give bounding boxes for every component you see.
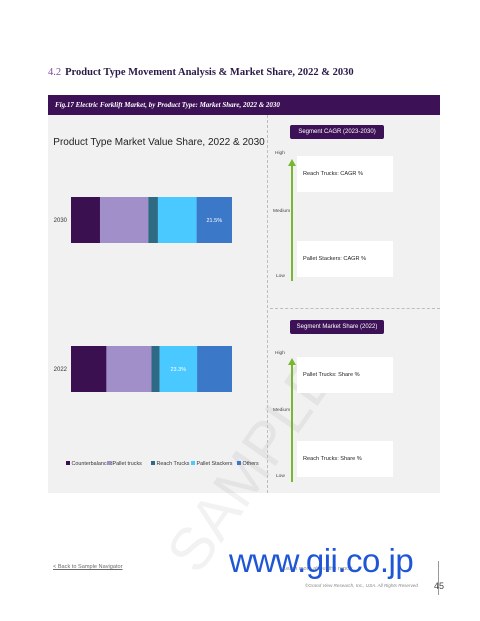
bar-2022-pallet-trucks — [106, 346, 152, 392]
cagr-panel-title: Segment CAGR (2023-2030) — [290, 125, 384, 139]
footer-note: Learn more about the report — [283, 566, 353, 572]
legend-label-pallet-trucks: Pallet trucks — [113, 461, 143, 467]
legend-label-others: Others — [243, 461, 259, 467]
cagr-level-high: High — [275, 151, 285, 156]
data-label-2022-pallet-stackers: 23.3% — [171, 367, 187, 373]
bar-2030-pallet-trucks — [99, 197, 149, 243]
bar-2022-pallet-stackers — [159, 346, 198, 392]
section-title: Product Type Movement Analysis & Market … — [65, 67, 354, 78]
back-to-sample-navigator-link[interactable]: < Back to Sample Navigator — [53, 564, 123, 570]
legend-swatch-others — [237, 461, 241, 465]
footer-divider — [438, 561, 439, 595]
legend-label-reach-trucks: Reach Trucks — [157, 461, 190, 467]
legend-label-pallet-stackers: Pallet Stackers — [197, 461, 233, 467]
bar-2022-reach-trucks — [151, 346, 160, 392]
legend-swatch-pallet-stackers — [191, 461, 195, 465]
bar-2022-others — [197, 346, 232, 392]
share-arrow-line — [291, 364, 293, 482]
page-number: 45 — [434, 581, 445, 591]
copyright-text: ©Grand View Research, Inc., USA. All Rig… — [305, 583, 418, 588]
legend-label-counterbalanced: Counterbalanced — [72, 461, 113, 467]
bar-2030-reach-trucks — [148, 197, 158, 243]
gii-watermark: www.gii.co.jp — [229, 542, 414, 579]
bar-2030-pallet-stackers — [157, 197, 197, 243]
figure-panel: SAMPLE Product Type Market Value Share, … — [48, 115, 440, 584]
share-item-high: Pallet Trucks: Share % — [297, 357, 393, 393]
legend-swatch-counterbalanced — [66, 461, 70, 465]
share-panel-title: Segment Market Share (2022) — [290, 320, 384, 334]
bar-2030-others — [196, 197, 232, 243]
category-label-2030: 2030 — [54, 218, 68, 224]
cagr-arrow-line — [291, 165, 293, 281]
legend-swatch-pallet-trucks — [107, 461, 111, 465]
section-heading: 4.2 Product Type Movement Analysis & Mark… — [48, 67, 354, 78]
bar-2022-counterbalanced — [71, 346, 107, 392]
panel-divider-horizontal — [270, 308, 440, 309]
panel-divider-vertical — [267, 115, 268, 493]
cagr-level-low: Low — [276, 274, 285, 279]
stacked-bar-chart: 2030 21.5%2022 23.3%Counterbalanced Pallet … — [54, 197, 259, 467]
share-level-medium: Medium — [273, 408, 291, 413]
cagr-item-high: Reach Trucks: CAGR % — [297, 156, 393, 192]
data-label-2030-others: 21.5% — [206, 218, 222, 224]
section-number: 4.2 — [48, 67, 62, 78]
legend-swatch-reach-trucks — [151, 461, 155, 465]
share-arrow-up-icon — [288, 358, 296, 365]
share-level-high: High — [275, 351, 285, 356]
share-level-low: Low — [276, 474, 285, 479]
cagr-arrow-up-icon — [288, 159, 296, 166]
chart-title: Product Type Market Value Share, 2022 & … — [53, 137, 265, 148]
bar-2030-counterbalanced — [71, 197, 100, 243]
category-label-2022: 2022 — [54, 367, 68, 373]
share-item-low: Reach Trucks: Share % — [297, 441, 393, 477]
figure-caption: Fig.17 Electric Forklift Market, by Prod… — [48, 95, 440, 115]
cagr-level-medium: Medium — [273, 209, 291, 214]
cagr-item-low: Pallet Stackers: CAGR % — [297, 241, 393, 277]
